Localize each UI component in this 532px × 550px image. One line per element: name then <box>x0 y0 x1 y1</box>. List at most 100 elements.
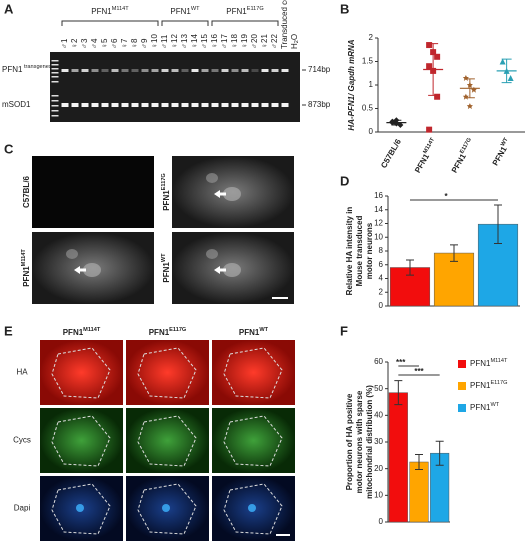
x-tick-label: PFN1M114T <box>413 137 440 175</box>
y-axis-label: mitochondrial distribution (%) <box>365 385 374 499</box>
column-label: PFN1M114T <box>63 327 101 337</box>
lane-label: ♂4 <box>90 38 99 49</box>
cell <box>83 263 101 277</box>
data-point <box>499 58 506 65</box>
lane-label: ♀14 <box>190 34 199 49</box>
y-tick-label: 2 <box>369 33 374 42</box>
band <box>191 103 199 107</box>
legend-label: PFN1E117G <box>470 380 507 390</box>
error-bar <box>428 43 439 96</box>
data-point <box>426 42 433 49</box>
band <box>251 103 259 107</box>
error-bar <box>394 380 403 406</box>
group-bracket <box>61 20 159 26</box>
lane-label: ♂20 <box>250 34 259 49</box>
panel-letter: B <box>340 1 349 16</box>
legend-swatch <box>458 382 466 390</box>
band <box>171 69 179 72</box>
y-tick-label: 30 <box>374 437 383 446</box>
band <box>181 69 189 72</box>
band <box>191 69 199 72</box>
band <box>131 103 139 107</box>
ladder-band <box>51 105 59 107</box>
band <box>81 69 89 72</box>
nucleus <box>248 504 256 512</box>
row-label: HA <box>16 368 28 377</box>
band <box>201 103 209 107</box>
y-tick-label: 40 <box>374 410 383 419</box>
data-point <box>434 93 441 100</box>
band <box>111 69 119 72</box>
y-tick-label: 1 <box>369 80 374 89</box>
lane-label: ♀19 <box>240 34 249 49</box>
panel-letter: F <box>340 323 348 338</box>
lane-label: ♂3 <box>80 38 89 49</box>
y-tick-label: 0.5 <box>362 104 374 113</box>
significance-label: *** <box>414 367 424 376</box>
row-label: Cycs <box>13 436 31 445</box>
lane-label: ♀12 <box>170 34 179 49</box>
legend-swatch <box>458 404 466 412</box>
error-bar <box>494 204 502 244</box>
band <box>261 69 269 72</box>
band <box>281 69 289 72</box>
band <box>121 103 129 107</box>
micrograph <box>212 408 295 473</box>
nucleus <box>76 504 84 512</box>
data-point <box>470 86 477 93</box>
gel-row-label: PFN1 transgenes <box>2 64 52 74</box>
gel-background <box>50 52 300 122</box>
data-point <box>434 53 441 60</box>
gel-row-label: mSOD1 <box>2 100 31 109</box>
group-label: PFN1E117G <box>226 6 263 16</box>
ladder-band <box>51 110 59 112</box>
y-tick-label: 10 <box>374 232 383 241</box>
lane-label: H2O <box>290 34 300 49</box>
micrograph <box>40 408 123 473</box>
band <box>221 69 229 72</box>
column-label: PFN1E117G <box>149 327 187 337</box>
y-tick-label: 16 <box>374 191 383 200</box>
band <box>161 103 169 107</box>
ladder-band <box>51 100 59 102</box>
y-axis-label: motor neurons <box>365 222 374 279</box>
micrograph-label: C57BL/6 <box>22 175 31 208</box>
cell-outline <box>137 347 197 399</box>
lane-label: ♂11 <box>160 34 169 49</box>
band <box>91 69 99 72</box>
data-point <box>426 63 433 70</box>
data-point <box>426 126 433 133</box>
arrow <box>214 190 226 198</box>
data-point <box>462 93 469 100</box>
band <box>271 69 279 72</box>
data-point <box>462 74 469 81</box>
ladder-band <box>51 81 59 83</box>
lane-label: ♀21 <box>260 34 269 49</box>
cell-outline <box>137 415 197 467</box>
lane-label: ♂22 <box>270 34 279 49</box>
lane-label: ♀2 <box>70 38 79 49</box>
lane-label: ♀16 <box>210 34 219 49</box>
cell <box>66 249 78 259</box>
band <box>231 69 239 72</box>
lane-label: ♂9 <box>140 38 149 49</box>
error-bar <box>464 78 475 99</box>
legend-label: PFN1WT <box>470 402 500 412</box>
error-bar <box>415 454 423 470</box>
data-point <box>466 103 473 110</box>
micrograph <box>126 408 209 473</box>
row-label: Dapi <box>14 504 31 513</box>
legend-swatch <box>458 360 466 368</box>
lane-label: ♂13 <box>180 34 189 49</box>
y-tick-label: 4 <box>379 274 384 283</box>
band <box>281 103 289 107</box>
band <box>61 103 69 107</box>
micrograph <box>212 340 295 405</box>
bar <box>409 461 429 523</box>
micrographs-c: C57BL/6 PFN1E117G PFN1M114T PFN1WT <box>21 156 294 304</box>
group-label: PFN1WT <box>170 6 200 16</box>
x-tick-label: PFN1WT <box>490 137 513 168</box>
y-tick-label: 60 <box>374 357 383 366</box>
charts: 0 0.5 1 1.5 2 HA-PFN1/ Gapdh mRNA C57BL/6 PFN1M… <box>345 33 525 526</box>
